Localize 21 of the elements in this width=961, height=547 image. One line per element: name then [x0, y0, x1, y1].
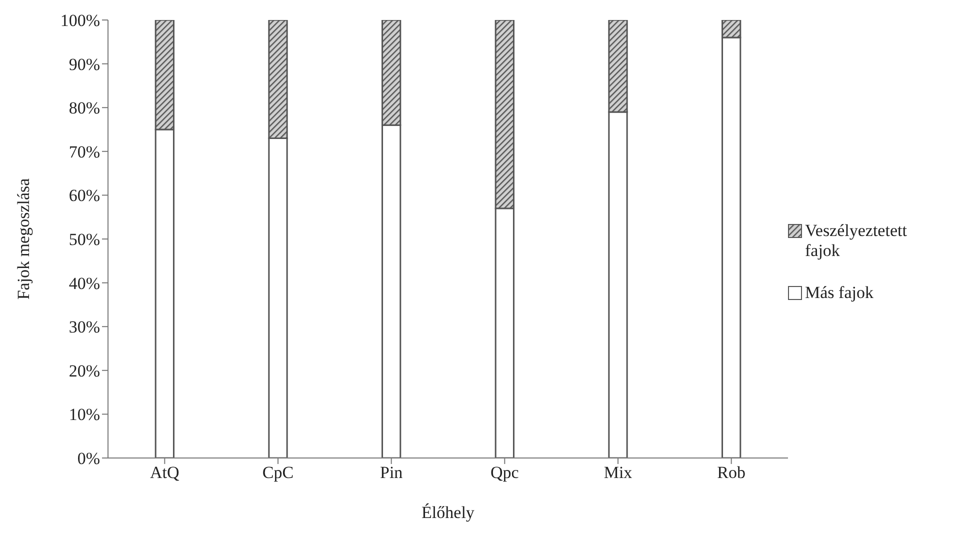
y-tick-label: 30%	[68, 318, 100, 337]
x-axis-title: Élőhely	[422, 503, 475, 522]
y-tick-label: 10%	[68, 405, 100, 424]
legend-label: Veszélyeztetett fajok	[805, 221, 908, 261]
y-tick-label: 0%	[77, 449, 100, 468]
y-tick-label: 50%	[68, 230, 100, 250]
x-tick-label: Rob	[717, 463, 746, 482]
y-tick-label: 90%	[68, 54, 100, 74]
x-tick-label: Pin	[380, 463, 404, 482]
legend-label: Más fajok	[805, 283, 874, 303]
y-tick-label: 40%	[68, 274, 100, 293]
y-tick-label: 80%	[68, 98, 100, 118]
x-tick-label: Qpc	[490, 463, 520, 482]
y-tick-label: 20%	[68, 361, 100, 380]
y-tick-label: 100%	[60, 11, 100, 30]
y-axis-title: Fajok megoszlása	[14, 178, 34, 300]
x-tick-label: Mix	[604, 463, 633, 482]
x-tick-label: CpC	[262, 463, 294, 482]
y-tick-label: 60%	[68, 186, 100, 206]
x-tick-label: AtQ	[150, 463, 180, 482]
y-tick-label: 70%	[68, 142, 100, 162]
